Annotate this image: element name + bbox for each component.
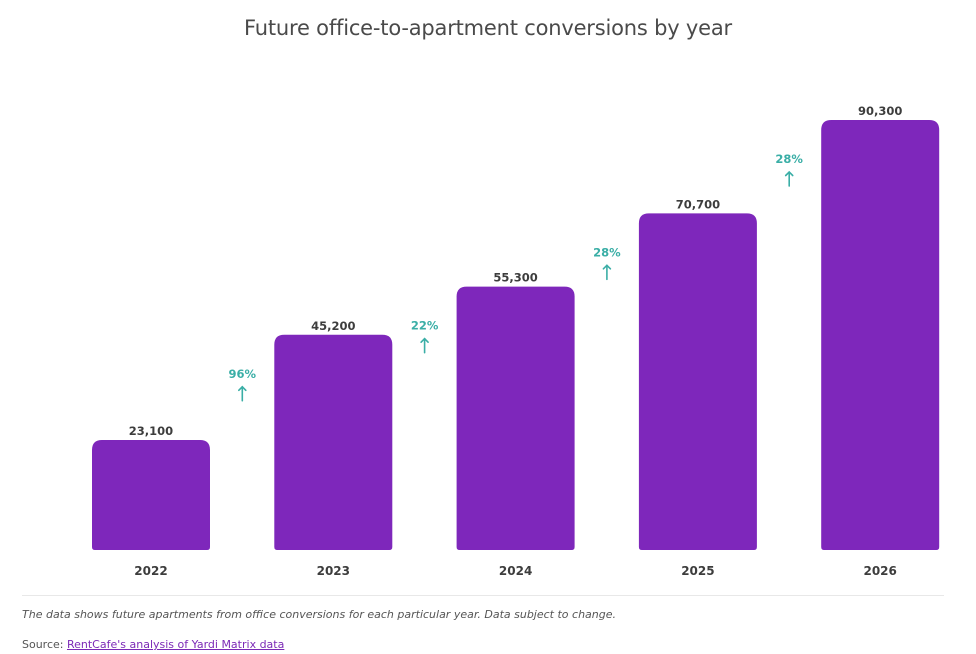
- growth-label-2024: 22%: [411, 319, 439, 333]
- x-tick-label-2025: 2025: [681, 564, 714, 578]
- arrow-up-icon: [420, 337, 429, 354]
- value-label-2022: 23,100: [129, 424, 173, 438]
- chart-source: Source: RentCafe's analysis of Yardi Mat…: [22, 638, 284, 651]
- source-link[interactable]: RentCafe's analysis of Yardi Matrix data: [66, 638, 285, 651]
- value-label-2026: 90,300: [858, 104, 902, 118]
- x-tick-label-2023: 2023: [317, 564, 350, 578]
- bar-chart: 23,100 2022 45,200 2023 96% 55,300 2024 22% 70,7…: [92, 104, 940, 578]
- bar-2026: [821, 120, 940, 550]
- arrow-up-icon: [238, 385, 247, 402]
- growth-label-2023: 96%: [229, 367, 257, 381]
- x-tick-label-2022: 2022: [134, 564, 167, 578]
- footer-divider: [22, 595, 944, 596]
- value-label-2024: 55,300: [493, 271, 537, 285]
- chart-note: The data shows future apartments from of…: [22, 608, 616, 621]
- bar-2023: [274, 334, 393, 550]
- growth-label-2025: 28%: [593, 245, 621, 259]
- arrow-up-icon: [784, 170, 794, 187]
- x-tick-label-2026: 2026: [863, 564, 896, 578]
- bar-2025: [638, 213, 757, 551]
- value-label-2023: 45,200: [311, 319, 355, 333]
- bar-2022: [92, 440, 210, 550]
- growth-label-2026: 28%: [775, 152, 803, 166]
- bar-2024: [456, 286, 575, 550]
- x-tick-label-2024: 2024: [499, 564, 532, 578]
- value-label-2025: 70,700: [676, 197, 720, 211]
- source-label: Source:: [22, 638, 67, 651]
- chart-title: Future office-to-apartment conversions b…: [244, 16, 732, 40]
- arrow-up-icon: [602, 264, 612, 281]
